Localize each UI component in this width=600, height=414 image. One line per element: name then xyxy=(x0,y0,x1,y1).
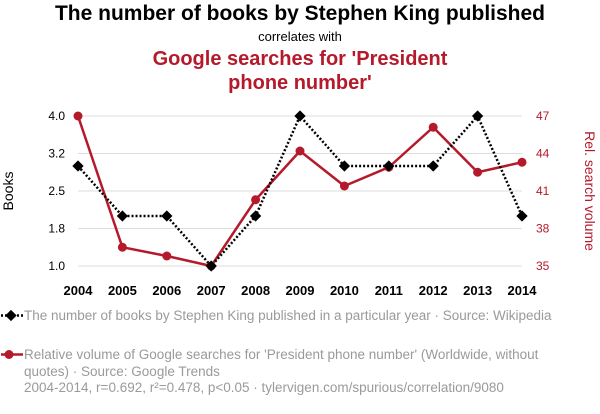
data-point-searches xyxy=(251,195,261,205)
y-tick-right: 47 xyxy=(536,109,550,123)
data-point-books xyxy=(383,160,395,172)
data-point-books xyxy=(516,210,528,222)
data-point-searches xyxy=(428,122,438,132)
legend-label-books: The number of books by Stephen King publ… xyxy=(24,308,552,323)
x-tick-label: 2004 xyxy=(64,283,94,298)
data-point-searches xyxy=(73,111,83,121)
x-tick-label: 2005 xyxy=(108,283,137,298)
line-circle-swatch-icon xyxy=(1,350,23,359)
chart-subtitle: correlates with xyxy=(258,29,342,44)
x-tick-label: 2014 xyxy=(508,283,538,298)
data-point-books xyxy=(161,210,173,222)
x-tick-label: 2008 xyxy=(241,283,270,298)
data-point-searches xyxy=(295,146,305,156)
y-tick-left: 4.0 xyxy=(48,109,65,123)
chart-title: The number of books by Stephen King publ… xyxy=(54,2,545,25)
legend-label-searches: Relative volume of Google searches for '… xyxy=(24,347,539,379)
data-point-searches xyxy=(162,251,172,261)
data-point-books xyxy=(471,110,484,122)
y-tick-left: 2.5 xyxy=(48,184,65,198)
data-point-books xyxy=(249,210,262,222)
data-point-searches xyxy=(473,167,483,177)
y-tick-right: 35 xyxy=(536,259,550,273)
x-tick-label: 2007 xyxy=(197,283,226,298)
x-tick-label: 2006 xyxy=(152,283,181,298)
chart-title-secondary: Google searches for 'President phone num… xyxy=(152,48,448,94)
x-tick-label: 2009 xyxy=(286,283,315,298)
y-axis-label-left: Books xyxy=(0,172,16,211)
y-axis-label-right: Rel. search volume xyxy=(582,131,598,251)
x-tick-label: 2011 xyxy=(375,283,403,298)
data-point-books xyxy=(427,160,439,172)
data-point-books xyxy=(205,260,217,272)
data-point-books xyxy=(338,160,351,172)
x-tick-label: 2013 xyxy=(463,283,492,298)
y-tick-left: 1.8 xyxy=(48,222,65,236)
y-tick-left: 3.2 xyxy=(48,147,65,161)
data-point-searches xyxy=(517,157,527,167)
footer-stats: 2004-2014, r=0.692, r²=0.478, p<0.05 · t… xyxy=(24,380,504,395)
x-tick-label: 2010 xyxy=(330,283,359,298)
dotted-diamond-swatch-icon xyxy=(1,309,23,322)
y-tick-right: 44 xyxy=(536,147,550,161)
data-point-searches xyxy=(117,242,127,252)
x-tick-label: 2012 xyxy=(419,283,448,298)
y-tick-right: 38 xyxy=(536,222,550,236)
y-tick-right: 41 xyxy=(536,184,550,198)
series-line-books xyxy=(77,113,524,268)
y-tick-left: 1.0 xyxy=(48,259,65,273)
data-point-searches xyxy=(339,181,349,191)
